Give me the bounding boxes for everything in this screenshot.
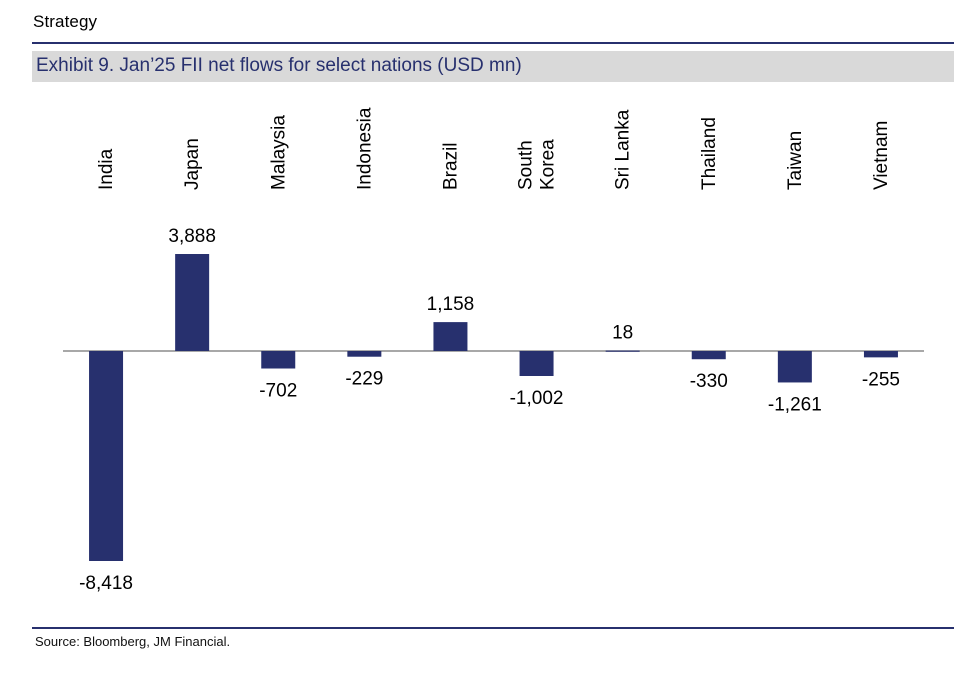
bar: [605, 350, 640, 352]
bar: [519, 351, 554, 376]
bar: [261, 351, 296, 369]
data-label: -8,418: [79, 573, 133, 594]
data-label: 1,158: [427, 294, 475, 315]
bar: [433, 322, 468, 351]
bar: [347, 351, 382, 357]
exhibit-title: Exhibit 9. Jan’25 FII net flows for sele…: [36, 55, 522, 76]
category-label: Thailand: [699, 117, 720, 190]
data-label: -1,261: [768, 394, 822, 415]
bar: [89, 351, 124, 561]
data-label: -1,002: [510, 388, 564, 409]
data-label: -229: [345, 369, 383, 390]
category-label: Vietnam: [871, 121, 892, 190]
category-label: India: [96, 148, 117, 190]
bottom-divider: [32, 627, 954, 629]
category-label: Japan: [182, 138, 203, 190]
source-note: Source: Bloomberg, JM Financial.: [35, 634, 231, 649]
data-label: -330: [690, 371, 728, 392]
category-label: Sri Lanka: [613, 109, 634, 190]
bar: [863, 351, 898, 358]
category-label: Brazil: [440, 142, 461, 190]
data-label: -255: [862, 369, 900, 390]
data-label: 3,888: [168, 226, 216, 247]
bar: [777, 351, 812, 383]
data-label: 18: [612, 323, 633, 344]
data-label: -702: [259, 381, 297, 402]
bar: [691, 351, 726, 360]
exhibit-title-band: Exhibit 9. Jan’25 FII net flows for sele…: [32, 51, 954, 82]
category-label: Indonesia: [354, 107, 375, 190]
category-label: South: [516, 140, 537, 190]
bar: [175, 254, 210, 351]
category-label: Korea: [538, 139, 559, 190]
section-label: Strategy: [33, 12, 98, 31]
category-label: Malaysia: [268, 115, 289, 190]
top-divider: [32, 42, 954, 44]
category-label: Taiwan: [785, 131, 806, 190]
